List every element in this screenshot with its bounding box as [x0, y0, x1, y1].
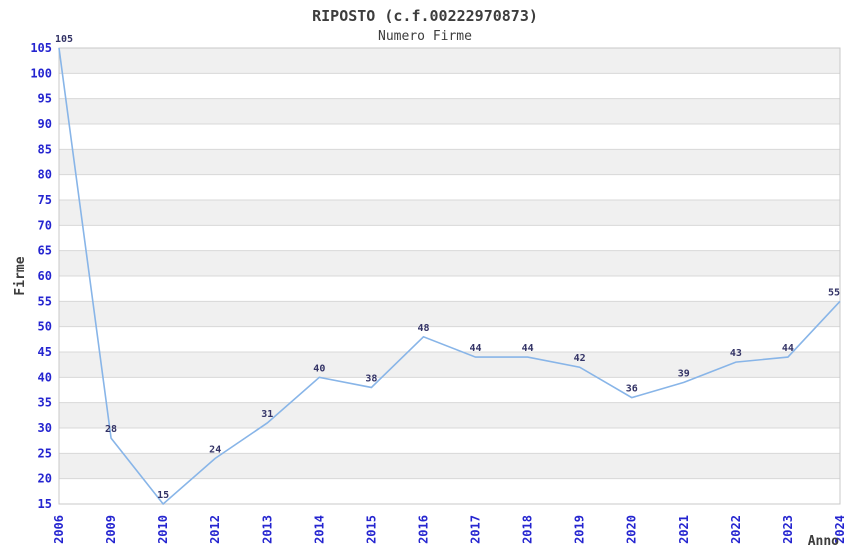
x-tick-label: 2006 — [52, 515, 66, 544]
y-tick-label: 35 — [38, 396, 52, 410]
x-tick-label: 2016 — [416, 515, 430, 544]
x-tick-label: 2020 — [625, 515, 639, 544]
y-tick-label: 90 — [38, 117, 52, 131]
data-label: 24 — [209, 444, 221, 455]
plot-band — [59, 200, 840, 226]
x-axis-tick-group: 2006 2009 2010 2012 2013 2014 2015 2016 2017 2018… — [52, 515, 847, 544]
y-tick-label: 105 — [30, 41, 52, 55]
data-label: 44 — [470, 343, 482, 354]
x-tick-label: 2024 — [833, 515, 847, 544]
y-tick-label: 65 — [38, 244, 52, 258]
y-axis-tick-group: 15 20 25 30 35 40 45 50 55 60 65 70 75 80 85 90 95 100 105 — [30, 41, 52, 511]
y-tick-label: 40 — [38, 370, 52, 384]
x-tick-label: 2023 — [781, 515, 795, 544]
data-label: 44 — [782, 343, 794, 354]
x-tick-label: 2017 — [469, 515, 483, 544]
plot-band-group — [59, 48, 840, 479]
data-label: 38 — [365, 373, 377, 384]
y-tick-label: 100 — [30, 66, 52, 80]
y-tick-label: 80 — [38, 168, 52, 182]
plot-band — [59, 48, 840, 74]
x-tick-label: 2015 — [364, 515, 378, 544]
y-tick-label: 45 — [38, 345, 52, 359]
plot-border — [58, 47, 841, 505]
y-tick-label: 85 — [38, 142, 52, 156]
y-axis-title: Firme — [13, 256, 28, 295]
x-tick-label: 2018 — [521, 515, 535, 544]
y-tick-label: 20 — [38, 472, 52, 486]
data-label: 48 — [417, 323, 429, 334]
data-label: 42 — [574, 353, 586, 364]
plot-band — [59, 453, 840, 479]
x-tick-label: 2019 — [573, 515, 587, 544]
data-label: 105 — [55, 34, 73, 45]
chart-title: RIPOSTO (c.f.00222970873) — [312, 7, 538, 25]
y-tick-label: 60 — [38, 269, 52, 283]
data-label: 39 — [678, 368, 690, 379]
y-tick-label: 50 — [38, 320, 52, 334]
data-label: 55 — [828, 287, 840, 298]
x-tick-label: 2012 — [208, 515, 222, 544]
y-tick-label: 75 — [38, 193, 52, 207]
plot-band — [59, 149, 840, 175]
x-tick-label: 2021 — [677, 515, 691, 544]
plot-band — [59, 352, 840, 378]
plot-band — [59, 301, 840, 327]
data-label: 43 — [730, 348, 742, 359]
y-tick-label: 55 — [38, 294, 52, 308]
y-tick-label: 30 — [38, 421, 52, 435]
x-tick-label: 2010 — [156, 515, 170, 544]
y-tick-label: 25 — [38, 446, 52, 460]
data-label: 40 — [313, 363, 325, 374]
y-tick-label: 15 — [38, 497, 52, 511]
data-label: 28 — [105, 424, 117, 435]
x-tick-label: 2009 — [104, 515, 118, 544]
data-label: 31 — [261, 409, 273, 420]
data-label-group: 105 28 15 24 31 40 38 48 44 44 42 36 39 43 44 55 — [55, 34, 840, 501]
series-line — [58, 47, 841, 506]
chart-subtitle: Numero Firme — [378, 29, 472, 44]
y-tick-label: 95 — [38, 92, 52, 106]
data-label: 44 — [522, 343, 534, 354]
plot-band — [59, 402, 840, 428]
y-tick-label: 70 — [38, 218, 52, 232]
x-tick-label: 2014 — [312, 515, 326, 544]
data-label: 15 — [157, 490, 169, 501]
data-label: 36 — [626, 384, 638, 395]
plot-band — [59, 98, 840, 124]
x-tick-label: 2022 — [729, 515, 743, 544]
x-axis-title: Anno — [808, 534, 839, 549]
gridline-group — [59, 72, 840, 480]
x-tick-label: 2013 — [260, 515, 274, 544]
plot-band — [59, 250, 840, 276]
